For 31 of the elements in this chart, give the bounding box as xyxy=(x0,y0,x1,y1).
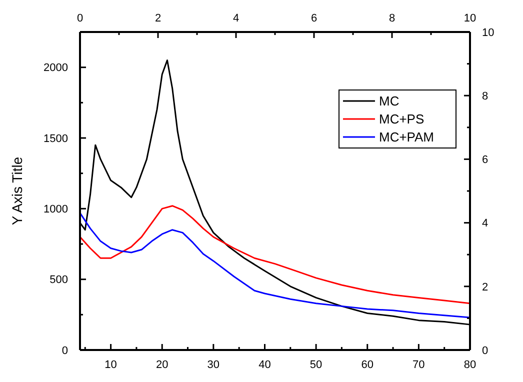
y2-tick-label: 0 xyxy=(482,344,488,357)
y-tick-label: 500 xyxy=(50,274,68,286)
y2-tick-label: 10 xyxy=(482,26,494,39)
x-tick-label: 40 xyxy=(258,358,271,371)
x2-tick-label: 8 xyxy=(388,12,396,24)
x-tick-label: 50 xyxy=(310,358,322,371)
x-tick-label: 30 xyxy=(207,358,220,371)
x-tick-label: 70 xyxy=(412,358,425,371)
y-tick-label: 0 xyxy=(62,344,68,357)
x-tick-label: 10 xyxy=(104,358,117,371)
x-tick-label: 60 xyxy=(361,358,374,371)
y-axis-title: Y Axis Title xyxy=(9,156,25,226)
x2-tick-label: 0 xyxy=(76,12,84,24)
x2-tick-label: 6 xyxy=(310,12,318,24)
x2-tick-label: 2 xyxy=(154,12,162,24)
legend-label: MC+PAM xyxy=(379,130,434,145)
y2-tick-label: 8 xyxy=(482,90,488,102)
line-series xyxy=(79,205,471,304)
x-tick-label: 20 xyxy=(156,358,168,371)
x-tick-label: 80 xyxy=(464,358,476,371)
y2-tick-label: 4 xyxy=(482,218,488,230)
y-tick-label: 2000 xyxy=(44,62,68,74)
y2-tick-label: 2 xyxy=(482,281,488,294)
x2-tick-label: 10 xyxy=(464,12,476,24)
legend-label: MC xyxy=(379,94,400,109)
y-tick-label: 1500 xyxy=(44,132,68,145)
y-tick-label: 1000 xyxy=(44,204,68,216)
y2-tick-label: 6 xyxy=(482,154,488,166)
line-series xyxy=(79,212,471,318)
x2-tick-label: 4 xyxy=(232,12,240,24)
legend-label: MC+PS xyxy=(379,112,424,127)
